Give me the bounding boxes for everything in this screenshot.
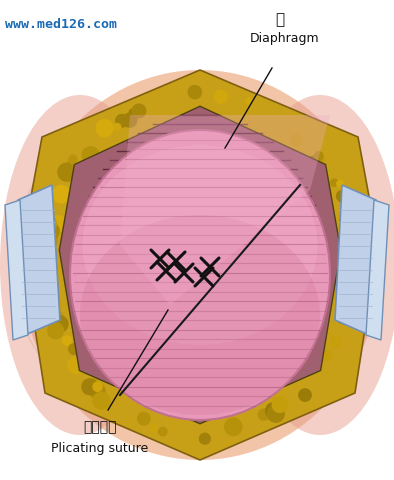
Ellipse shape	[0, 95, 160, 435]
Circle shape	[68, 158, 77, 167]
Circle shape	[225, 418, 242, 435]
Circle shape	[199, 433, 210, 444]
Circle shape	[299, 389, 311, 401]
Circle shape	[129, 108, 139, 119]
Text: Diaphragm: Diaphragm	[250, 32, 320, 45]
Text: 折叠缝合: 折叠缝合	[83, 420, 117, 434]
Circle shape	[339, 195, 346, 203]
Circle shape	[345, 302, 351, 309]
Circle shape	[331, 179, 338, 186]
Circle shape	[246, 98, 253, 104]
Circle shape	[347, 300, 362, 316]
Circle shape	[48, 311, 64, 326]
Circle shape	[82, 147, 99, 164]
Circle shape	[62, 336, 72, 345]
Circle shape	[48, 323, 63, 338]
Circle shape	[319, 348, 331, 361]
Ellipse shape	[240, 95, 394, 435]
Circle shape	[40, 244, 55, 259]
Circle shape	[90, 384, 105, 398]
Circle shape	[113, 123, 121, 131]
Circle shape	[266, 403, 282, 419]
Circle shape	[123, 113, 137, 127]
Circle shape	[39, 291, 49, 301]
Circle shape	[58, 163, 76, 181]
Circle shape	[138, 412, 150, 425]
Circle shape	[40, 303, 54, 316]
Circle shape	[158, 427, 167, 436]
Polygon shape	[22, 70, 378, 460]
Circle shape	[68, 357, 84, 373]
Polygon shape	[5, 200, 28, 340]
Circle shape	[49, 301, 60, 312]
Circle shape	[41, 255, 50, 264]
Circle shape	[46, 314, 54, 323]
Circle shape	[69, 344, 80, 354]
Circle shape	[350, 267, 368, 285]
Polygon shape	[335, 185, 376, 335]
Circle shape	[351, 231, 362, 242]
Circle shape	[357, 268, 363, 275]
Circle shape	[93, 382, 102, 391]
Circle shape	[340, 217, 346, 223]
Circle shape	[116, 114, 128, 127]
Ellipse shape	[80, 215, 320, 415]
Polygon shape	[60, 107, 340, 423]
Circle shape	[346, 219, 362, 235]
Ellipse shape	[20, 70, 380, 460]
Circle shape	[70, 160, 86, 176]
Circle shape	[344, 242, 360, 258]
Polygon shape	[120, 115, 330, 305]
Ellipse shape	[70, 130, 330, 420]
Circle shape	[43, 234, 58, 248]
Circle shape	[69, 155, 77, 163]
Circle shape	[291, 135, 302, 146]
Circle shape	[132, 104, 146, 118]
Circle shape	[42, 285, 48, 291]
Circle shape	[188, 85, 201, 99]
Circle shape	[44, 298, 61, 314]
Circle shape	[337, 313, 348, 324]
Circle shape	[336, 191, 347, 201]
Circle shape	[341, 295, 354, 308]
Circle shape	[96, 120, 113, 137]
Circle shape	[214, 90, 227, 103]
Circle shape	[314, 152, 323, 160]
Circle shape	[272, 397, 288, 412]
Ellipse shape	[82, 145, 318, 345]
Circle shape	[82, 379, 98, 395]
Circle shape	[149, 424, 158, 432]
Polygon shape	[18, 185, 60, 335]
Circle shape	[329, 336, 341, 348]
Circle shape	[258, 409, 269, 420]
Circle shape	[89, 379, 97, 387]
Circle shape	[308, 156, 318, 167]
Circle shape	[340, 249, 353, 261]
Circle shape	[53, 185, 70, 203]
Circle shape	[41, 222, 59, 240]
Text: www.med126.com: www.med126.com	[5, 18, 117, 31]
Circle shape	[51, 216, 67, 232]
Polygon shape	[366, 200, 389, 340]
Circle shape	[267, 405, 284, 422]
Circle shape	[345, 268, 362, 285]
Text: 膈: 膈	[275, 12, 284, 27]
Circle shape	[52, 316, 68, 332]
Circle shape	[317, 156, 324, 163]
Circle shape	[344, 270, 352, 278]
Circle shape	[347, 218, 356, 227]
Circle shape	[41, 216, 56, 231]
Text: Plicating suture: Plicating suture	[51, 442, 149, 455]
Circle shape	[337, 180, 344, 187]
Circle shape	[93, 392, 110, 409]
